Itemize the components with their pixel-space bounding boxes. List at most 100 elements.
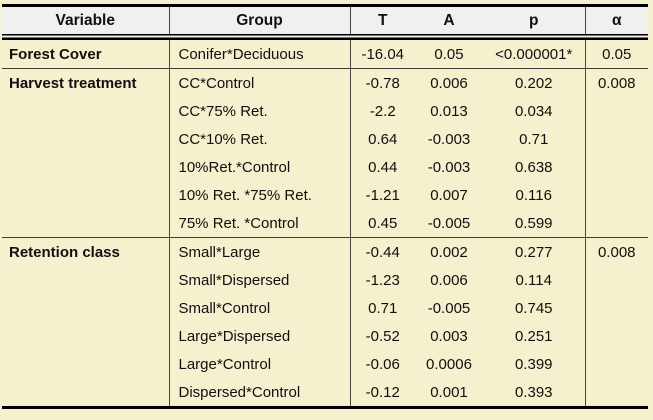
table-row: Small*Dispersed -1.23 0.006 0.114 [2,266,648,294]
cell-alpha [584,294,648,322]
table-row: Harvest treatment CC*Control -0.78 0.006 0.2… [2,68,648,97]
header-separator-line [2,34,648,40]
cell-variable [2,266,169,294]
cell-a: 0.013 [415,97,483,125]
cell-alpha: 0.008 [584,237,648,266]
cell-p: 0.745 [483,294,585,322]
cell-p: 0.399 [483,350,585,378]
cell-group: Conifer*Deciduous [168,40,350,69]
cell-p: 0.638 [483,153,585,181]
cell-a: 0.05 [415,40,483,69]
cell-p: 0.116 [483,181,585,209]
cell-t: -1.23 [349,266,415,294]
cell-a: 0.002 [415,237,483,266]
cell-variable [2,153,169,181]
cell-variable [2,378,169,408]
cell-a: 0.0006 [415,350,483,378]
table-row: Forest Cover Conifer*Deciduous -16.04 0.05 <… [2,40,648,69]
cell-t: 0.44 [349,153,415,181]
column-header-alpha: α [584,5,648,34]
cell-p: 0.71 [483,125,585,153]
cell-p: 0.202 [483,68,585,97]
cell-variable [2,125,169,153]
cell-alpha [584,97,648,125]
table-row: CC*10% Ret. 0.64 -0.003 0.71 [2,125,648,153]
cell-alpha: 0.05 [584,40,648,69]
cell-p: 0.034 [483,97,585,125]
header-separator [2,34,648,40]
cell-group: CC*75% Ret. [168,97,350,125]
cell-a: -0.003 [415,153,483,181]
cell-alpha [584,378,648,408]
column-header-p: p [483,5,585,34]
cell-p: 0.599 [483,209,585,238]
table-row: CC*75% Ret. -2.2 0.013 0.034 [2,97,648,125]
cell-t: 0.45 [349,209,415,238]
cell-a: -0.003 [415,125,483,153]
cell-t: -0.06 [349,350,415,378]
cell-t: 0.71 [349,294,415,322]
cell-group: 75% Ret. *Control [168,209,350,238]
cell-group: 10% Ret. *75% Ret. [168,181,350,209]
cell-group: Small*Dispersed [168,266,350,294]
cell-p: 0.393 [483,378,585,408]
cell-a: -0.005 [415,294,483,322]
cell-alpha [584,125,648,153]
cell-a: 0.007 [415,181,483,209]
column-header-a: A [415,5,483,34]
cell-group: Small*Control [168,294,350,322]
cell-group: Large*Dispersed [168,322,350,350]
cell-t: -1.21 [349,181,415,209]
cell-group: CC*10% Ret. [168,125,350,153]
cell-t: 0.64 [349,125,415,153]
table-row: Small*Control 0.71 -0.005 0.745 [2,294,648,322]
table-row: 75% Ret. *Control 0.45 -0.005 0.599 [2,209,648,238]
cell-t: -0.12 [349,378,415,408]
table-row: Retention class Small*Large -0.44 0.002 0.27… [2,237,648,266]
header-row: Variable Group T A p α [2,5,648,34]
cell-group: Small*Large [168,237,350,266]
cell-a: 0.003 [415,322,483,350]
cell-p: <0.000001* [483,40,585,69]
cell-variable [2,322,169,350]
cell-variable [2,209,169,238]
cell-alpha: 0.008 [584,68,648,97]
cell-alpha [584,181,648,209]
table-row: Large*Dispersed -0.52 0.003 0.251 [2,322,648,350]
cell-t: -16.04 [349,40,415,69]
cell-a: -0.005 [415,209,483,238]
cell-p: 0.277 [483,237,585,266]
cell-variable [2,294,169,322]
table-row: 10% Ret. *75% Ret. -1.21 0.007 0.116 [2,181,648,209]
cell-variable: Forest Cover [2,40,169,69]
cell-a: 0.001 [415,378,483,408]
column-header-group: Group [168,5,350,34]
cell-t: -0.52 [349,322,415,350]
cell-t: -0.78 [349,68,415,97]
cell-alpha [584,153,648,181]
cell-alpha [584,350,648,378]
cell-alpha [584,266,648,294]
table-row: Large*Control -0.06 0.0006 0.399 [2,350,648,378]
cell-alpha [584,209,648,238]
cell-group: 10%Ret.*Control [168,153,350,181]
cell-variable [2,181,169,209]
table-row: Dispersed*Control -0.12 0.001 0.393 [2,378,648,408]
cell-group: CC*Control [168,68,350,97]
page: Variable Group T A p α Forest Cover Conif… [2,4,648,409]
cell-a: 0.006 [415,266,483,294]
cell-variable [2,350,169,378]
table-row: 10%Ret.*Control 0.44 -0.003 0.638 [2,153,648,181]
results-table: Variable Group T A p α Forest Cover Conif… [2,4,648,409]
cell-p: 0.114 [483,266,585,294]
cell-t: -2.2 [349,97,415,125]
cell-variable [2,97,169,125]
cell-p: 0.251 [483,322,585,350]
cell-a: 0.006 [415,68,483,97]
cell-group: Large*Control [168,350,350,378]
cell-variable: Harvest treatment [2,68,169,97]
cell-variable: Retention class [2,237,169,266]
cell-t: -0.44 [349,237,415,266]
column-header-t: T [349,5,415,34]
cell-group: Dispersed*Control [168,378,350,408]
